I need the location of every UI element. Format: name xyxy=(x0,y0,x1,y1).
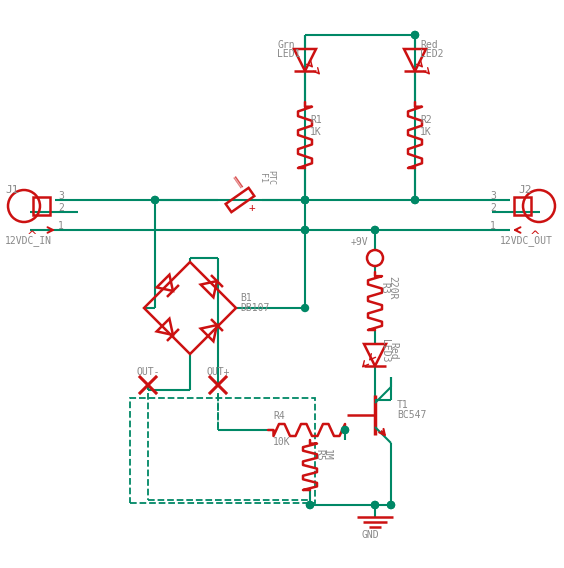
Text: 1M: 1M xyxy=(322,449,332,461)
Circle shape xyxy=(302,197,309,203)
Bar xyxy=(33,197,50,215)
Circle shape xyxy=(372,502,378,508)
Text: OUT-: OUT- xyxy=(136,367,160,377)
Text: ║: ║ xyxy=(222,175,246,197)
Circle shape xyxy=(372,227,378,233)
Text: LED3: LED3 xyxy=(380,339,390,363)
Text: +9V: +9V xyxy=(351,237,369,247)
Text: DB107: DB107 xyxy=(240,303,270,313)
Bar xyxy=(514,197,531,215)
Text: LED2: LED2 xyxy=(420,49,443,59)
Text: 10K: 10K xyxy=(273,437,290,447)
Text: BC547: BC547 xyxy=(397,410,426,420)
Text: F1: F1 xyxy=(258,173,267,183)
Text: 1K: 1K xyxy=(310,127,321,137)
Text: R3: R3 xyxy=(379,282,389,294)
Circle shape xyxy=(387,502,394,508)
Circle shape xyxy=(302,197,309,203)
Text: GND: GND xyxy=(361,530,378,540)
Text: 1: 1 xyxy=(58,221,64,231)
Text: R4: R4 xyxy=(273,411,285,421)
Text: 12VDC_IN: 12VDC_IN xyxy=(5,236,52,247)
Circle shape xyxy=(302,197,309,203)
Circle shape xyxy=(412,197,418,203)
Text: 2: 2 xyxy=(58,203,64,213)
Circle shape xyxy=(152,197,158,203)
Circle shape xyxy=(302,227,309,233)
Text: R5: R5 xyxy=(314,449,324,461)
Text: +: + xyxy=(249,203,255,213)
Text: 1: 1 xyxy=(490,221,496,231)
Circle shape xyxy=(372,502,378,508)
Circle shape xyxy=(372,227,378,233)
Text: J1: J1 xyxy=(5,185,19,195)
Text: PTC: PTC xyxy=(266,170,275,186)
Circle shape xyxy=(306,502,314,508)
Text: T1: T1 xyxy=(397,400,409,410)
Circle shape xyxy=(302,227,309,233)
Text: ^: ^ xyxy=(530,229,540,243)
Circle shape xyxy=(341,427,349,433)
Text: LED1: LED1 xyxy=(277,49,301,59)
Circle shape xyxy=(152,197,158,203)
Circle shape xyxy=(412,197,418,203)
Text: J2: J2 xyxy=(518,185,531,195)
Text: R1: R1 xyxy=(310,115,321,125)
Text: 3: 3 xyxy=(490,191,496,201)
Text: B1: B1 xyxy=(240,293,252,303)
Text: ^: ^ xyxy=(27,229,37,243)
Text: 12VDC_OUT: 12VDC_OUT xyxy=(500,236,553,247)
Text: 2: 2 xyxy=(490,203,496,213)
Text: R2: R2 xyxy=(420,115,432,125)
Circle shape xyxy=(341,427,349,433)
Text: 1K: 1K xyxy=(420,127,432,137)
Circle shape xyxy=(387,502,394,508)
Circle shape xyxy=(412,31,418,39)
Circle shape xyxy=(412,31,418,39)
Text: Grn: Grn xyxy=(277,40,294,50)
Circle shape xyxy=(302,304,309,311)
Text: 220R: 220R xyxy=(387,276,397,300)
Text: 3: 3 xyxy=(58,191,64,201)
Text: OUT+: OUT+ xyxy=(206,367,230,377)
Circle shape xyxy=(306,502,314,508)
Bar xyxy=(130,398,315,503)
Text: Red: Red xyxy=(420,40,438,50)
Text: Red: Red xyxy=(388,342,398,360)
